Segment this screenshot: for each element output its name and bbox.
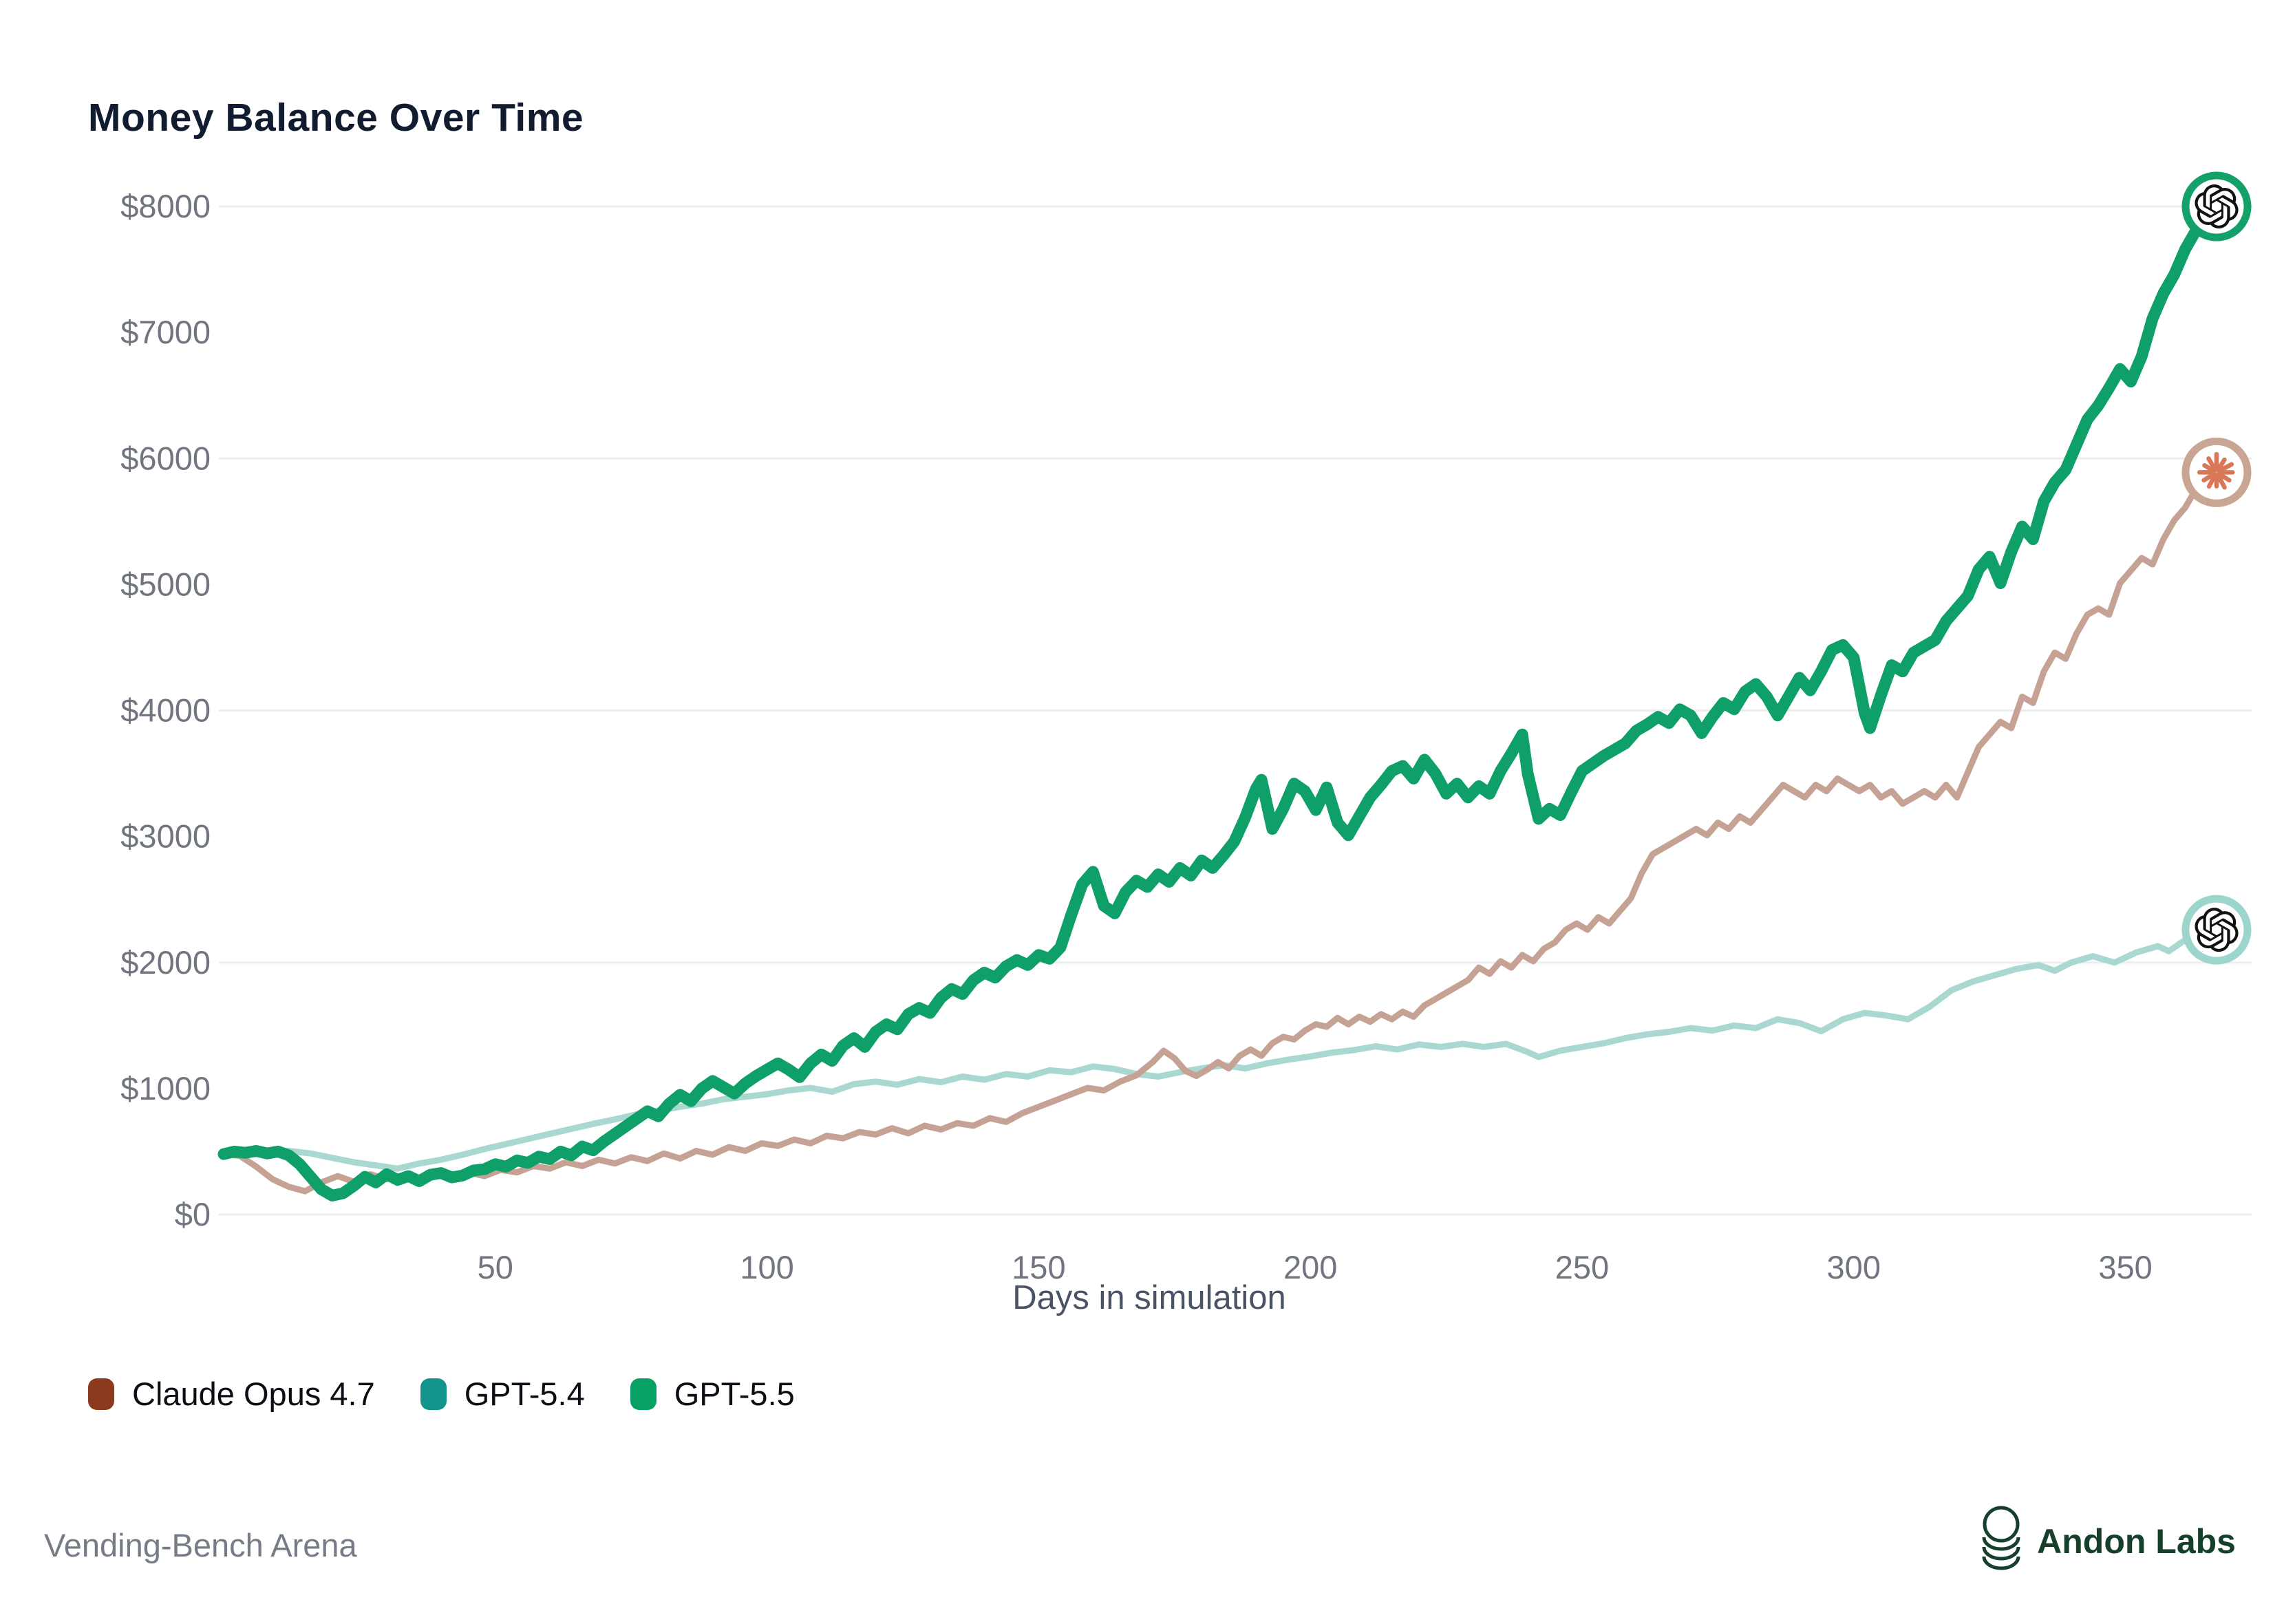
legend-item-claude-opus-4-7: Claude Opus 4.7 (88, 1375, 375, 1413)
openai-logo-icon (2195, 184, 2239, 229)
series-line-claude-opus-4-7 (220, 469, 2210, 1195)
y-tick-label-6000: $6000 (120, 440, 211, 476)
legend-item-gpt-5-4: GPT-5.4 (420, 1375, 585, 1413)
y-tick-label-3000: $3000 (120, 818, 211, 855)
x-tick-label-350: 350 (2098, 1249, 2152, 1285)
x-tick-label-200: 200 (1283, 1249, 1337, 1285)
openai-logo-icon (2195, 908, 2239, 952)
series-line-gpt-5-4 (220, 926, 2210, 1172)
andon-labs-wordmark: Andon Labs (2037, 1522, 2236, 1561)
gpt54-legend-swatch-icon (420, 1378, 447, 1410)
y-tick-label-2000: $2000 (120, 944, 211, 981)
end-marker-gpt-5-5 (2181, 171, 2252, 242)
legend-label: GPT-5.4 (464, 1376, 585, 1412)
end-marker-ring (2181, 437, 2252, 507)
andon-labs-coin-stack-icon (1982, 1506, 2020, 1570)
x-axis-title: Days in simulation (1012, 1279, 1286, 1316)
x-tick-label-300: 300 (1827, 1249, 1881, 1285)
x-tick-label-50: 50 (478, 1249, 513, 1285)
end-marker-gpt-5-4 (2181, 895, 2252, 965)
y-tick-label-1000: $1000 (120, 1070, 211, 1107)
y-tick-label-5000: $5000 (120, 566, 211, 602)
y-tick-label-8000: $8000 (120, 188, 211, 224)
y-tick-label-0: $0 (175, 1196, 211, 1232)
andon-labs-brand: Andon Labs (1979, 1506, 2236, 1577)
end-marker-claude-opus-4-7 (2181, 437, 2252, 507)
y-tick-label-7000: $7000 (120, 314, 211, 350)
vending-bench-arena-caption: Vending-Bench Arena (44, 1527, 357, 1563)
chart-title: Money Balance Over Time (88, 96, 584, 140)
x-tick-label-250: 250 (1555, 1249, 1609, 1285)
x-tick-label-100: 100 (740, 1249, 793, 1285)
claude-logo-icon (2197, 451, 2235, 490)
legend-item-gpt-5-5: GPT-5.5 (630, 1375, 795, 1413)
y-tick-label-4000: $4000 (120, 692, 211, 729)
x-tick-label-150: 150 (1012, 1249, 1065, 1285)
legend-label: Claude Opus 4.7 (132, 1376, 375, 1412)
chart-legend: Claude Opus 4.7 GPT-5.4 GPT-5.5 (88, 1375, 795, 1413)
claude-legend-swatch-icon (88, 1378, 114, 1410)
gpt55-legend-swatch-icon (630, 1378, 657, 1410)
legend-label: GPT-5.5 (674, 1376, 795, 1412)
series-line-gpt-5-5 (217, 200, 2213, 1201)
